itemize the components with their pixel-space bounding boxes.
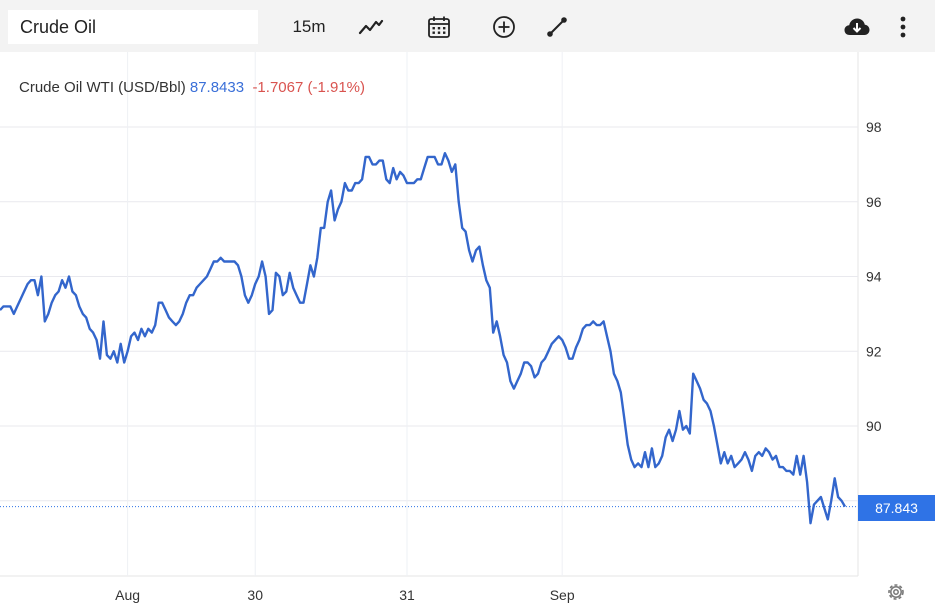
legend-change: -1.7067 bbox=[252, 79, 304, 96]
x-tick-label: Aug bbox=[115, 587, 140, 603]
drawing-tool-button[interactable] bbox=[540, 10, 574, 44]
y-tick-label: 92 bbox=[866, 343, 882, 359]
more-options-button[interactable] bbox=[890, 10, 916, 44]
x-tick-label: 31 bbox=[399, 587, 415, 603]
chart-legend: Crude Oil WTI (USD/Bbl) 87.8433 -1.7067 … bbox=[19, 79, 365, 96]
y-tick-label: 90 bbox=[866, 418, 882, 434]
chart-type-button[interactable] bbox=[354, 10, 388, 44]
legend-change-pct: (-1.91%) bbox=[307, 79, 366, 96]
x-tick-label: 30 bbox=[247, 587, 263, 603]
symbol-search-input[interactable]: Crude Oil bbox=[8, 10, 258, 44]
draw-tool-icon bbox=[547, 17, 567, 37]
interval-selector[interactable]: 15m bbox=[292, 17, 326, 36]
x-tick-label: Sep bbox=[550, 587, 575, 603]
price-axis: 98 96 94 92 90 bbox=[866, 119, 882, 434]
price-line bbox=[0, 152, 847, 525]
y-tick-label: 94 bbox=[866, 269, 882, 285]
date-range-button[interactable] bbox=[422, 10, 456, 44]
gear-icon bbox=[888, 584, 904, 600]
price-chart[interactable]: 98 96 94 92 90 Aug 30 31 Sep bbox=[0, 52, 935, 616]
more-options-icon bbox=[900, 16, 906, 38]
add-indicator-icon bbox=[493, 16, 515, 38]
chart-type-icon bbox=[358, 19, 384, 35]
download-icon bbox=[844, 18, 870, 35]
legend-symbol-name: Crude Oil WTI (USD/Bbl) bbox=[19, 79, 186, 96]
calendar-icon bbox=[428, 16, 450, 38]
add-indicator-button[interactable] bbox=[487, 10, 521, 44]
download-button[interactable] bbox=[840, 10, 874, 44]
chart-settings-button[interactable] bbox=[884, 580, 908, 604]
y-tick-label: 96 bbox=[866, 194, 882, 210]
chart-toolbar: Crude Oil 15m bbox=[0, 0, 935, 52]
y-tick-label: 98 bbox=[866, 119, 882, 135]
last-price-label: 87.843 bbox=[858, 495, 935, 521]
time-axis: Aug 30 31 Sep bbox=[115, 587, 575, 603]
legend-price: 87.8433 bbox=[189, 79, 245, 96]
chart-grid bbox=[0, 52, 859, 577]
